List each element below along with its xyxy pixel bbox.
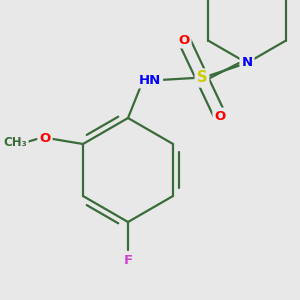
Text: N: N	[242, 56, 253, 70]
Text: S: S	[197, 70, 207, 86]
Text: O: O	[39, 133, 51, 146]
Text: F: F	[123, 254, 133, 266]
Text: CH₃: CH₃	[3, 136, 27, 148]
Text: HN: HN	[139, 74, 161, 86]
Text: O: O	[214, 110, 226, 122]
Text: O: O	[178, 34, 190, 46]
